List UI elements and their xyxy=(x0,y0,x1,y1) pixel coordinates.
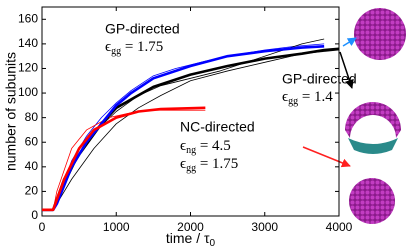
x-tick-label: 4000 xyxy=(326,220,353,234)
math-sub: gg xyxy=(111,46,121,57)
x-axis-label: time / τ0 xyxy=(166,230,216,248)
math-rest: = 1.75 xyxy=(196,156,238,172)
x-tick-label: 3000 xyxy=(251,220,278,234)
x-axis-label-sub: 0 xyxy=(210,238,216,248)
annotation: GP-directed xyxy=(282,71,357,87)
y-tick-label: 160 xyxy=(18,11,38,25)
y-tick-label: 20 xyxy=(25,184,39,198)
capsid-images xyxy=(345,8,406,224)
y-axis-label: number of subunits xyxy=(3,52,19,171)
y-tick-label: 60 xyxy=(25,134,39,148)
math-rest: = 1.4 xyxy=(298,89,333,105)
y-tick-label: 0 xyxy=(31,208,38,222)
y-tick-label: 120 xyxy=(18,61,38,75)
math-sub: gg xyxy=(288,96,298,107)
capsid-image xyxy=(349,178,395,224)
math-rest: = 4.5 xyxy=(196,138,231,154)
plot-frame xyxy=(41,6,340,217)
annotation-math: ϵgg = 1.75 xyxy=(105,39,163,57)
x-tick-label: 2000 xyxy=(177,220,204,234)
capsid-image xyxy=(348,138,398,154)
annotation-math: ϵgg = 1.75 xyxy=(180,156,238,174)
series-line xyxy=(42,49,340,211)
annotation: GP-directed xyxy=(105,21,180,37)
arrow xyxy=(339,51,354,89)
math-symbol: ϵ xyxy=(180,156,186,172)
arrow xyxy=(302,146,351,168)
arrow xyxy=(342,37,357,47)
x-tick-label: 1000 xyxy=(103,220,130,234)
math-sub: gg xyxy=(186,163,196,174)
math-symbol: ϵ xyxy=(282,89,288,105)
capsid-image xyxy=(354,8,406,60)
y-tick-label: 140 xyxy=(18,36,38,50)
math-symbol: ϵ xyxy=(105,39,111,55)
x-tick-label: 0 xyxy=(39,220,46,234)
math-sub: ng xyxy=(186,145,196,156)
y-tick-label: 40 xyxy=(25,159,39,173)
capsid-image xyxy=(345,102,401,138)
annotation-math: ϵng = 4.5 xyxy=(180,138,231,156)
math-symbol: ϵ xyxy=(180,138,186,154)
math-rest: = 1.75 xyxy=(121,39,163,55)
x-axis-label-text: time / τ xyxy=(166,230,210,246)
series-line xyxy=(42,45,325,212)
annotation-math: ϵgg = 1.4 xyxy=(282,89,333,107)
annotation: NC-directed xyxy=(180,119,255,135)
series-line xyxy=(42,106,206,212)
y-tick-label: 100 xyxy=(18,85,38,99)
y-tick-label: 80 xyxy=(25,110,39,124)
